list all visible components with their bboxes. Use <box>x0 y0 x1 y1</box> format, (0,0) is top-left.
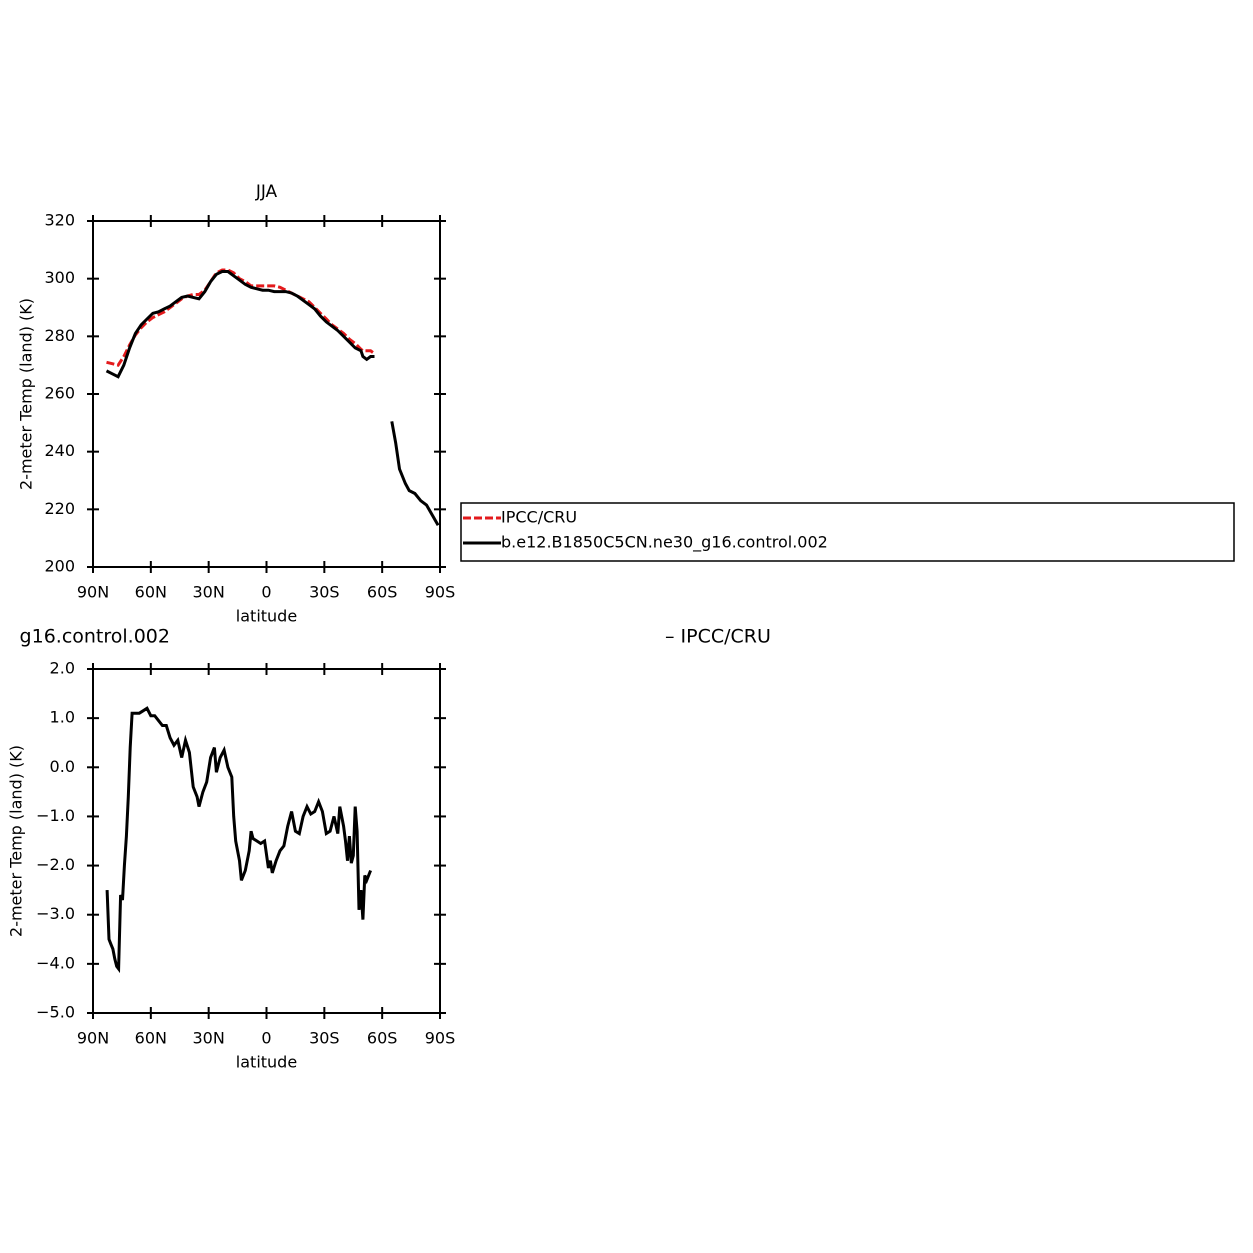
x-tick-label: 90S <box>425 583 456 602</box>
y-tick-label: 220 <box>44 499 75 518</box>
y-tick-label: −5.0 <box>36 1003 75 1022</box>
x-tick-label: 0 <box>261 583 271 602</box>
x-axis-label: latitude <box>236 607 297 626</box>
data-line <box>105 706 372 974</box>
y-tick-label: −4.0 <box>36 953 75 972</box>
y-tick-label: −1.0 <box>36 806 75 825</box>
y-tick-label: 1.0 <box>50 708 75 727</box>
x-tick-label: 30S <box>309 583 340 602</box>
x-axis-label: latitude <box>236 1053 297 1072</box>
y-tick-label: 240 <box>44 441 75 460</box>
x-tick-label: 60N <box>135 583 167 602</box>
y-tick-label: 300 <box>44 268 75 287</box>
y-tick-label: −2.0 <box>36 855 75 874</box>
plot-frame <box>92 668 441 1014</box>
chart-title-right: – IPCC/CRU <box>665 626 771 648</box>
x-tick-label: 30S <box>309 1029 340 1048</box>
data-line <box>106 268 376 367</box>
y-tick-label: 320 <box>44 211 75 230</box>
chart-title: JJA <box>255 182 278 202</box>
y-tick-label: 0.0 <box>50 757 75 776</box>
data-line <box>105 270 440 526</box>
chart-title-left: g16.control.002 <box>20 626 170 648</box>
x-tick-label: 60S <box>367 1029 398 1048</box>
y-tick-label: 280 <box>44 326 75 345</box>
legend-label: b.e12.B1850C5CN.ne30_g16.control.002 <box>501 533 828 553</box>
y-axis-label: 2-meter Temp (land) (K) <box>17 298 36 490</box>
x-tick-label: 90N <box>77 583 109 602</box>
x-tick-label: 90S <box>425 1029 456 1048</box>
x-tick-label: 30N <box>193 583 225 602</box>
x-tick-label: 90N <box>77 1029 109 1048</box>
x-tick-label: 60S <box>367 583 398 602</box>
y-tick-label: 2.0 <box>50 659 75 678</box>
y-tick-label: 200 <box>44 557 75 576</box>
y-axis-label: 2-meter Temp (land) (K) <box>7 745 26 937</box>
x-tick-label: 60N <box>135 1029 167 1048</box>
legend-box <box>460 502 1235 562</box>
y-tick-label: 260 <box>44 384 75 403</box>
y-tick-label: −3.0 <box>36 904 75 923</box>
x-tick-label: 0 <box>261 1029 271 1048</box>
legend-label: IPCC/CRU <box>501 508 577 527</box>
x-tick-label: 30N <box>193 1029 225 1048</box>
plot-frame <box>92 220 441 568</box>
